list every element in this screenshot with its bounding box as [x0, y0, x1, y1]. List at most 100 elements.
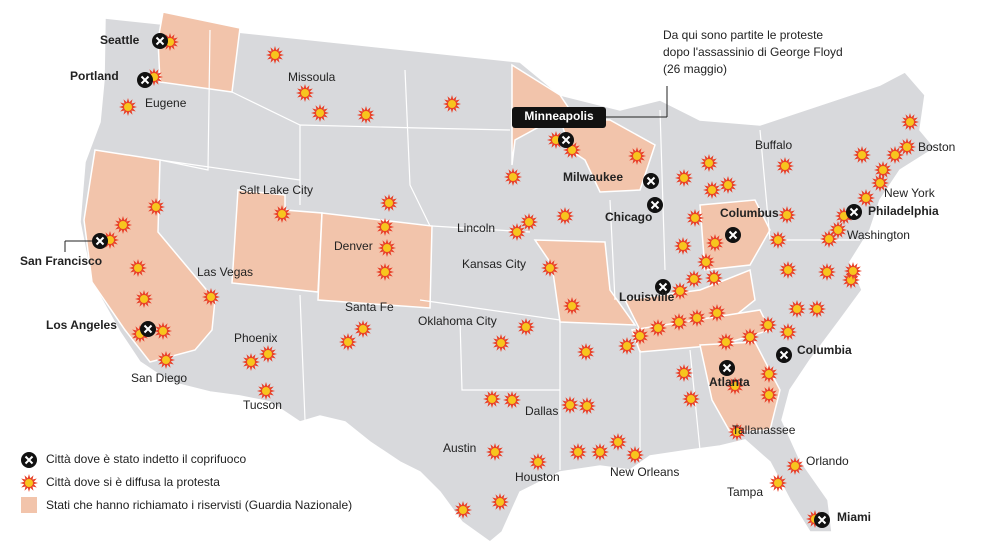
protest-core: [680, 174, 688, 182]
city-label: Houston: [515, 470, 560, 484]
curfew-x: [650, 200, 660, 210]
protest-core: [840, 212, 848, 220]
protest-marker: [682, 390, 700, 408]
city-label: Boston: [918, 140, 955, 154]
protest-core: [459, 506, 467, 514]
protest-marker: [675, 169, 693, 187]
protest-marker: [563, 297, 581, 315]
curfew-marker: [776, 347, 792, 363]
protest-core: [106, 236, 114, 244]
curfew-marker: [21, 452, 37, 468]
protest-marker: [266, 46, 284, 64]
protest-marker: [376, 263, 394, 281]
protest-core: [733, 428, 741, 436]
protest-core: [522, 323, 530, 331]
curfew-x: [817, 515, 827, 525]
protest-core: [791, 462, 799, 470]
protest-core: [344, 338, 352, 346]
protest-marker: [135, 290, 153, 308]
markers: [92, 33, 919, 528]
protest-core: [381, 223, 389, 231]
curfew-x: [140, 75, 150, 85]
curfew-marker: [137, 72, 153, 88]
protest-core: [654, 324, 662, 332]
protest-marker: [119, 98, 137, 116]
protest-core: [152, 203, 160, 211]
protest-core: [765, 370, 773, 378]
protest-core: [774, 479, 782, 487]
city-label: Denver: [334, 239, 373, 253]
protest-marker: [688, 309, 706, 327]
protest-core: [525, 218, 533, 226]
protest-marker: [786, 457, 804, 475]
protest-core: [690, 275, 698, 283]
city-label: Tampa: [727, 485, 763, 499]
protest-marker: [486, 443, 504, 461]
protest-marker: [675, 364, 693, 382]
protest-core: [583, 402, 591, 410]
legend-protest: Città dove si è diffusa la protesta: [46, 475, 220, 489]
protest-core: [724, 181, 732, 189]
protest-marker: [161, 33, 179, 51]
protest-core: [765, 391, 773, 399]
protest-marker: [561, 396, 579, 414]
curfew-marker: [655, 279, 671, 295]
city-label: Tucson: [243, 398, 282, 412]
protest-core: [513, 228, 521, 236]
protest-core: [582, 348, 590, 356]
protest-marker: [504, 168, 522, 186]
protest-marker: [20, 474, 38, 492]
protest-core: [876, 179, 884, 187]
protest-marker: [820, 230, 838, 248]
protest-marker: [717, 333, 735, 351]
city-label: Missoula: [288, 70, 336, 84]
city-label: Santa Fe: [345, 300, 394, 314]
protest-marker: [871, 174, 889, 192]
protest-marker: [778, 206, 796, 224]
city-label: Miami: [837, 510, 871, 524]
legend-protest-icon: [20, 474, 38, 492]
protest-core: [568, 302, 576, 310]
curfew-x: [155, 36, 165, 46]
protest-marker: [569, 443, 587, 461]
protest-marker: [357, 106, 375, 124]
protest-core: [722, 338, 730, 346]
protest-marker: [626, 446, 644, 464]
city-label: Dallas: [525, 404, 558, 418]
city-label: Tallanassee: [732, 423, 796, 437]
protest-core: [781, 162, 789, 170]
city-label: Kansas City: [462, 257, 526, 271]
protest-core: [858, 151, 866, 159]
curfew-marker: [725, 227, 741, 243]
protest-core: [496, 498, 504, 506]
protest-marker: [708, 304, 726, 322]
protest-core: [383, 244, 391, 252]
protest-core: [124, 103, 132, 111]
protest-marker: [556, 207, 574, 225]
protest-core: [262, 387, 270, 395]
protest-marker: [769, 231, 787, 249]
curfew-x: [143, 324, 153, 334]
curfew-marker: [558, 132, 574, 148]
protest-core: [834, 226, 842, 234]
protest-marker: [628, 147, 646, 165]
city-label: Seattle: [100, 33, 140, 47]
curfew-marker: [814, 512, 830, 528]
protest-marker: [631, 327, 649, 345]
protest-core: [675, 318, 683, 326]
protest-marker: [492, 334, 510, 352]
protest-marker: [649, 319, 667, 337]
curfew-x: [24, 455, 34, 465]
protest-marker: [703, 181, 721, 199]
curfew-x: [561, 135, 571, 145]
state-borders: [159, 29, 860, 470]
protest-core: [631, 451, 639, 459]
city-label: San Francisco: [20, 254, 102, 268]
protest-core: [676, 287, 684, 295]
protest-marker: [769, 474, 787, 492]
protest-core: [546, 264, 554, 272]
annotation-line: Da qui sono partite le proteste: [663, 28, 823, 42]
city-label: Orlando: [806, 454, 849, 468]
protest-core: [813, 305, 821, 313]
